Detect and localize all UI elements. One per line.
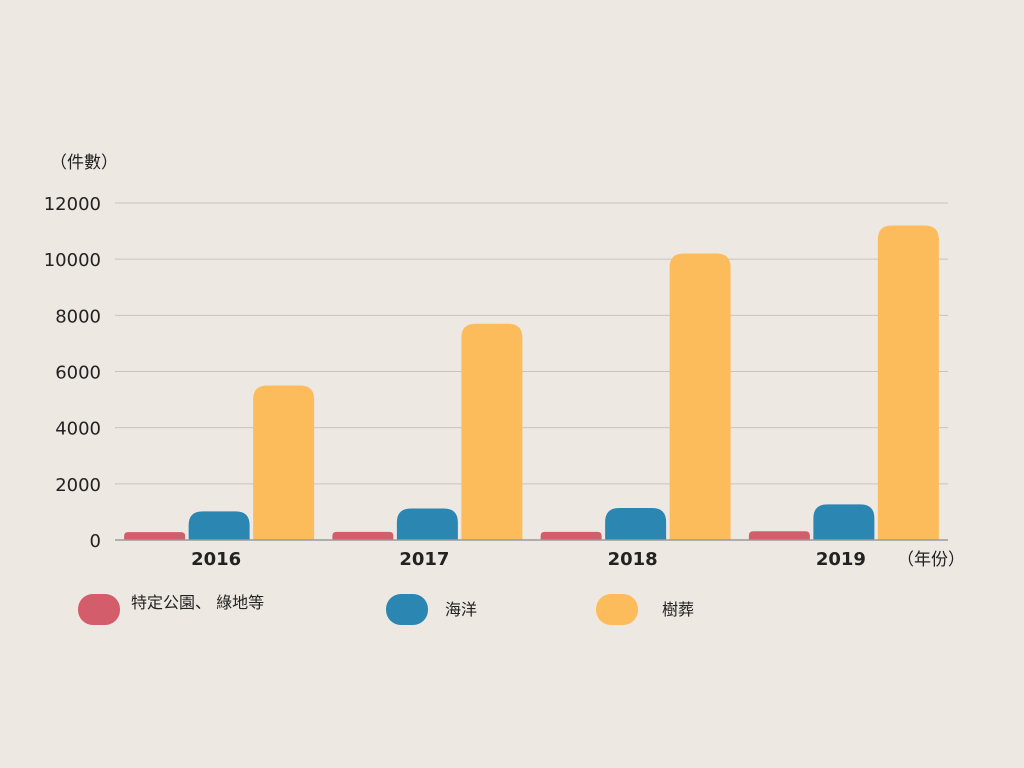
legend: 特定公園、 綠地等 海洋 樹葬 xyxy=(78,593,694,625)
bar xyxy=(253,385,315,540)
x-tick-label: 2017 xyxy=(399,549,449,570)
legend-item: 樹葬 xyxy=(596,594,694,625)
y-axis-ticks: 0 2000 4000 6000 8000 10000 12000 xyxy=(44,194,101,552)
y-tick-label: 0 xyxy=(90,531,101,552)
legend-swatch xyxy=(78,594,120,625)
legend-swatch xyxy=(386,594,428,625)
y-tick-label: 6000 xyxy=(55,363,101,384)
bar xyxy=(813,504,875,540)
bar xyxy=(877,225,939,540)
bar xyxy=(188,511,250,540)
gridlines xyxy=(115,202,948,485)
x-tick-label: 2019 xyxy=(816,549,866,570)
y-axis-label: （件數） xyxy=(50,153,118,173)
y-tick-label: 4000 xyxy=(55,419,101,440)
x-tick-label: 2016 xyxy=(191,549,241,570)
bar xyxy=(669,253,731,541)
x-axis-ticks: 2016 2017 2018 2019 xyxy=(191,549,866,570)
y-tick-label: 8000 xyxy=(55,306,101,327)
legend-item: 海洋 xyxy=(386,594,477,625)
bars xyxy=(124,225,939,541)
bar xyxy=(605,507,667,540)
bar xyxy=(124,532,186,540)
y-tick-label: 12000 xyxy=(44,194,101,215)
bar xyxy=(461,323,523,540)
legend-item: 特定公園、 綠地等 xyxy=(78,593,264,625)
bar xyxy=(540,531,602,540)
bar xyxy=(396,508,458,540)
bar xyxy=(748,531,810,540)
y-tick-label: 2000 xyxy=(55,475,101,496)
bar xyxy=(332,531,394,540)
x-axis-label: （年份） xyxy=(897,550,965,570)
y-tick-label: 10000 xyxy=(44,250,101,271)
legend-label: 海洋 xyxy=(445,600,477,619)
legend-swatch xyxy=(596,594,638,625)
x-tick-label: 2018 xyxy=(608,549,658,570)
legend-label: 樹葬 xyxy=(662,600,694,619)
legend-label: 特定公園、 綠地等 xyxy=(131,593,264,612)
